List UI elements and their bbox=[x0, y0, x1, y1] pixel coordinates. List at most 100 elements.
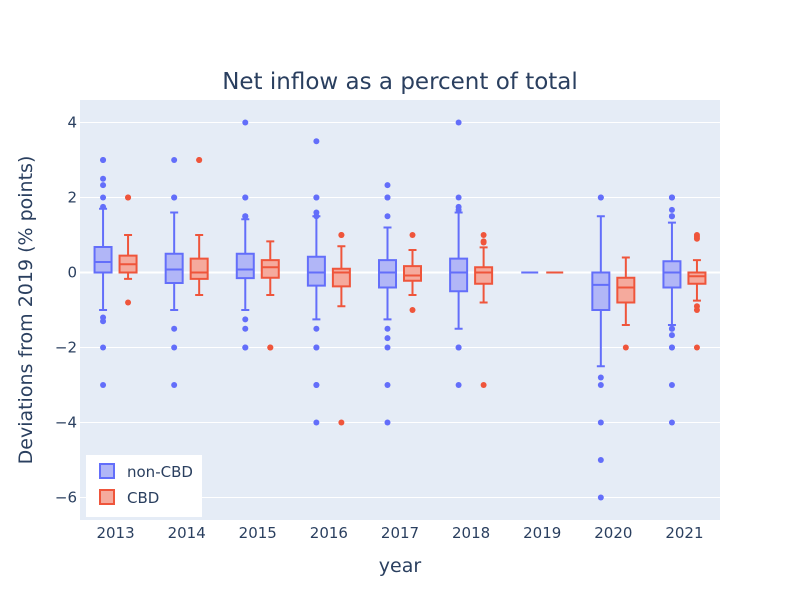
box-non-cbd-2013[interactable] bbox=[93, 157, 113, 388]
outlier-point bbox=[455, 119, 462, 126]
box-iqr bbox=[449, 257, 469, 293]
x-tick-label: 2020 bbox=[594, 524, 632, 542]
outlier-point bbox=[242, 325, 249, 332]
box-non-cbd-2014[interactable] bbox=[164, 157, 184, 388]
outlier-point bbox=[242, 344, 249, 351]
outlier-point bbox=[171, 157, 178, 163]
box-iqr bbox=[616, 276, 636, 304]
box-non-cbd-2021[interactable] bbox=[662, 194, 682, 426]
outlier-point bbox=[338, 232, 345, 238]
box-cbd-2018[interactable] bbox=[474, 232, 494, 388]
outlier-point bbox=[597, 457, 604, 463]
box-non-cbd-2018[interactable] bbox=[449, 119, 469, 389]
box-non-cbd-2015[interactable] bbox=[235, 119, 255, 351]
box-iqr bbox=[235, 252, 255, 280]
plot-background bbox=[80, 100, 720, 520]
x-tick-label: 2016 bbox=[310, 524, 348, 542]
outlier-point bbox=[597, 194, 604, 201]
outlier-point bbox=[668, 344, 675, 351]
outlier-point bbox=[455, 194, 462, 201]
outlier-point bbox=[668, 194, 675, 201]
outlier-point bbox=[125, 299, 132, 306]
outlier-point bbox=[384, 335, 391, 342]
series-cbd bbox=[118, 157, 707, 426]
legend-item-cbd[interactable]: CBD bbox=[99, 489, 159, 507]
box-cbd-2014[interactable] bbox=[189, 157, 209, 296]
outlier-point bbox=[693, 307, 700, 313]
outlier-point bbox=[171, 344, 178, 351]
box-non-cbd-2016[interactable] bbox=[306, 138, 326, 426]
outlier-point bbox=[668, 382, 675, 388]
outlier-point bbox=[338, 419, 345, 426]
outlier-point bbox=[171, 382, 178, 388]
box-cbd-2013[interactable] bbox=[118, 194, 138, 306]
outlier-point bbox=[100, 382, 107, 388]
box-iqr bbox=[687, 271, 707, 285]
box-iqr bbox=[474, 266, 494, 285]
y-tick-label: 4 bbox=[67, 114, 77, 132]
series-non-cbd bbox=[93, 119, 682, 501]
legend-label-cbd: CBD bbox=[127, 489, 159, 507]
outlier-point bbox=[384, 419, 391, 426]
box-iqr bbox=[306, 255, 326, 287]
box-cbd-2015[interactable] bbox=[260, 240, 280, 351]
outlier-point bbox=[409, 232, 416, 238]
box-iqr bbox=[93, 246, 113, 274]
outlier-point bbox=[242, 194, 249, 201]
y-tick-label: 0 bbox=[67, 264, 77, 282]
legend-label-non-cbd: non-CBD bbox=[127, 463, 193, 481]
outlier-point bbox=[100, 194, 107, 201]
box-iqr bbox=[189, 257, 209, 280]
x-axis-title: year bbox=[379, 555, 422, 577]
outlier-point bbox=[171, 325, 178, 332]
outlier-point bbox=[313, 325, 320, 332]
outlier-point bbox=[384, 194, 391, 201]
outlier-point bbox=[100, 175, 107, 182]
x-tick-label: 2013 bbox=[96, 524, 134, 542]
outlier-point bbox=[597, 374, 604, 381]
outlier-point bbox=[480, 232, 487, 238]
legend[interactable]: non-CBD CBD bbox=[86, 455, 202, 517]
x-tick-labels: 2013 2014 2015 2016 2017 2018 2019 2020 2021 bbox=[96, 524, 703, 542]
outlier-point bbox=[384, 213, 391, 220]
legend-item-non-cbd[interactable]: non-CBD bbox=[99, 463, 193, 481]
outlier-point bbox=[693, 235, 700, 242]
outlier-point bbox=[313, 419, 320, 426]
box-non-cbd-2020[interactable] bbox=[591, 194, 611, 501]
box-iqr bbox=[662, 260, 682, 289]
outlier-point bbox=[196, 157, 203, 163]
box-iqr bbox=[164, 252, 184, 284]
outlier-point bbox=[267, 344, 274, 351]
box-cbd-2016[interactable] bbox=[331, 232, 351, 426]
x-tick-label: 2019 bbox=[523, 524, 561, 542]
outlier-point bbox=[313, 213, 320, 220]
box-cbd-2020[interactable] bbox=[616, 256, 636, 351]
outlier-point bbox=[455, 206, 462, 213]
box-cbd-2021[interactable] bbox=[687, 232, 707, 351]
x-tick-label: 2021 bbox=[665, 524, 703, 542]
y-tick-label: −4 bbox=[55, 414, 77, 432]
outlier-point bbox=[668, 419, 675, 426]
outlier-point bbox=[668, 325, 675, 332]
box-iqr bbox=[331, 267, 351, 288]
outlier-point bbox=[313, 138, 320, 145]
x-tick-label: 2015 bbox=[239, 524, 277, 542]
outlier-point bbox=[242, 213, 249, 220]
outlier-point bbox=[242, 119, 249, 126]
outlier-point bbox=[455, 344, 462, 351]
outlier-point bbox=[455, 382, 462, 388]
y-tick-labels: −6 −4 −2 0 2 4 bbox=[55, 114, 77, 507]
outlier-point bbox=[597, 494, 604, 501]
outlier-point bbox=[100, 344, 107, 351]
outlier-point bbox=[597, 419, 604, 426]
box-iqr bbox=[378, 259, 397, 289]
outlier-point bbox=[668, 213, 675, 220]
x-tick-label: 2017 bbox=[381, 524, 419, 542]
box-cbd-2017[interactable] bbox=[403, 232, 422, 313]
outlier-point bbox=[100, 182, 107, 189]
outlier-point bbox=[409, 307, 416, 313]
box-non-cbd-2017[interactable] bbox=[378, 182, 397, 426]
outlier-point bbox=[384, 344, 391, 351]
chart-title: Net inflow as a percent of total bbox=[222, 69, 578, 95]
